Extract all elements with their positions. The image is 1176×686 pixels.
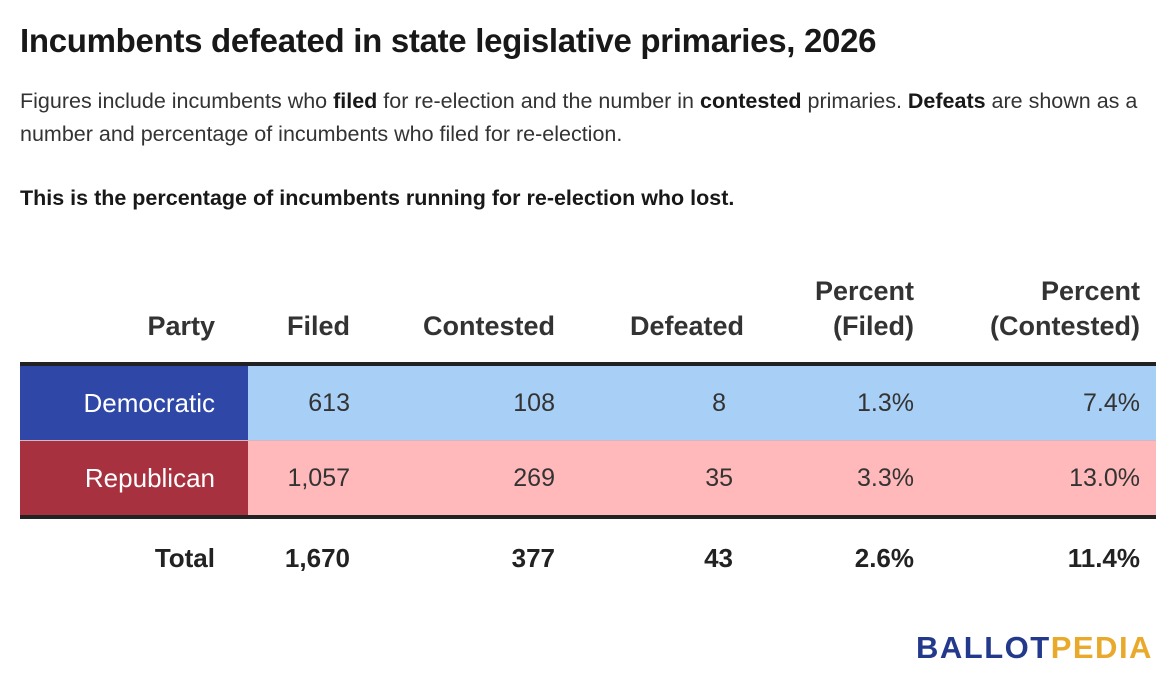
cell-percent-filed: 3.3% <box>857 464 914 492</box>
total-defeated: 43 <box>704 543 733 573</box>
chart-note: This is the percentage of incumbents run… <box>20 186 735 210</box>
cell-percent-filed: 1.3% <box>857 389 914 417</box>
chart-title: Incumbents defeated in state legislative… <box>20 22 877 59</box>
header-contested: Contested <box>422 311 555 341</box>
table-row-democratic: Democratic 613 108 8 1.3% 7.4% <box>20 366 1156 440</box>
cell-defeated: 8 <box>712 389 726 417</box>
results-table: Party Filed Contested Defeated Percent (F… <box>20 274 1156 597</box>
row-divider <box>20 440 1156 441</box>
party-label-democratic: Democratic <box>20 366 248 440</box>
cell-percent-contested: 13.0% <box>1069 464 1140 492</box>
table-row-republican: Republican 1,057 269 35 3.3% 13.0% <box>20 441 1156 515</box>
ballotpedia-logo: BALLOTPEDIA <box>916 630 1153 665</box>
cell-percent-contested: 7.4% <box>1083 389 1140 417</box>
total-percent-filed: 2.6% <box>854 543 914 573</box>
table-row-total: Total 1,670 377 43 2.6% 11.4% <box>20 519 1156 597</box>
total-percent-contested: 11.4% <box>1067 543 1140 573</box>
header-filed: Filed <box>286 311 350 341</box>
cell-filed: 613 <box>308 389 350 417</box>
party-label-republican: Republican <box>20 441 248 515</box>
cell-defeated: 35 <box>705 464 733 492</box>
header-percent-contested: Percent (Contested) <box>990 276 1140 341</box>
chart-subtitle: Figures include incumbents who filed for… <box>20 89 1138 146</box>
total-label: Total <box>154 543 215 573</box>
header-party: Party <box>147 311 215 341</box>
total-rule <box>20 515 1156 519</box>
header-percent-filed: Percent (Filed) <box>814 276 914 341</box>
table-header: Party Filed Contested Defeated Percent (F… <box>20 274 1156 362</box>
header-defeated: Defeated <box>629 311 744 341</box>
cell-contested: 108 <box>513 389 555 417</box>
cell-filed: 1,057 <box>287 464 350 492</box>
cell-contested: 269 <box>513 464 555 492</box>
total-contested: 377 <box>511 543 555 573</box>
total-filed: 1,670 <box>284 543 350 573</box>
header-rule <box>20 362 1156 366</box>
